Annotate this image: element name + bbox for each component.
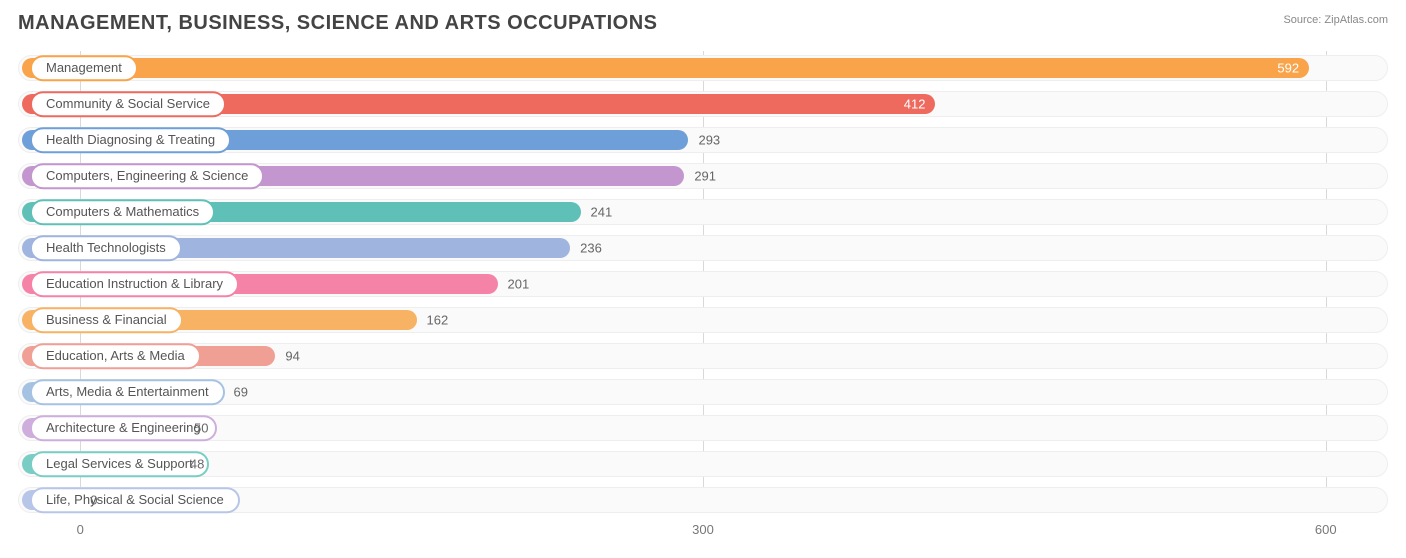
category-label: Health Diagnosing & Treating bbox=[30, 127, 231, 153]
bar-row: Management 592 bbox=[18, 53, 1388, 83]
category-label: Education, Arts & Media bbox=[30, 343, 201, 369]
chart-area: Management 592 Community & Social Service 4… bbox=[18, 51, 1388, 541]
category-label: Arts, Media & Entertainment bbox=[30, 379, 225, 405]
x-tick-label: 0 bbox=[77, 522, 84, 537]
bar-row: Health Technologists 236 bbox=[18, 233, 1388, 263]
category-label: Life, Physical & Social Science bbox=[30, 487, 240, 513]
category-label: Legal Services & Support bbox=[30, 451, 209, 477]
chart-rows: Management 592 Community & Social Service 4… bbox=[18, 51, 1388, 515]
chart-title: MANAGEMENT, BUSINESS, SCIENCE AND ARTS O… bbox=[0, 0, 1406, 45]
category-label: Health Technologists bbox=[30, 235, 182, 261]
x-tick-label: 300 bbox=[692, 522, 714, 537]
category-label: Community & Social Service bbox=[30, 91, 226, 117]
category-label: Architecture & Engineering bbox=[30, 415, 217, 441]
bar-row: Health Diagnosing & Treating 293 bbox=[18, 125, 1388, 155]
category-label: Management bbox=[30, 55, 138, 81]
source-label: Source: bbox=[1283, 14, 1321, 26]
bar-row: Legal Services & Support48 bbox=[18, 449, 1388, 479]
bar-row: Arts, Media & Entertainment 69 bbox=[18, 377, 1388, 407]
bar-row: Architecture & Engineering50 bbox=[18, 413, 1388, 443]
value-label: 291 bbox=[694, 169, 716, 184]
source-attribution: Source: ZipAtlas.com bbox=[1283, 14, 1388, 26]
category-label: Computers, Engineering & Science bbox=[30, 163, 264, 189]
value-label: 48 bbox=[190, 457, 204, 472]
category-label: Business & Financial bbox=[30, 307, 183, 333]
category-label: Education Instruction & Library bbox=[30, 271, 239, 297]
bar-row: Community & Social Service 412 bbox=[18, 89, 1388, 119]
bar-row: Business & Financial 162 bbox=[18, 305, 1388, 335]
value-label: 592 bbox=[1277, 61, 1299, 76]
bar-row: Life, Physical & Social Science0 bbox=[18, 485, 1388, 515]
value-label: 201 bbox=[508, 277, 530, 292]
bar-row: Computers, Engineering & Science 291 bbox=[18, 161, 1388, 191]
value-label: 412 bbox=[904, 97, 926, 112]
value-label: 50 bbox=[194, 421, 208, 436]
chart-plot: Management 592 Community & Social Service 4… bbox=[18, 51, 1388, 513]
value-label: 0 bbox=[90, 493, 97, 508]
category-label: Computers & Mathematics bbox=[30, 199, 215, 225]
bar-track bbox=[18, 451, 1388, 477]
value-label: 162 bbox=[427, 313, 449, 328]
bar-row: Education, Arts & Media 94 bbox=[18, 341, 1388, 371]
value-label: 69 bbox=[234, 385, 248, 400]
x-axis: 0 300 600 bbox=[18, 519, 1388, 541]
bar bbox=[22, 58, 1309, 78]
value-label: 241 bbox=[591, 205, 613, 220]
bar-row: Computers & Mathematics 241 bbox=[18, 197, 1388, 227]
bar-row: Education Instruction & Library 201 bbox=[18, 269, 1388, 299]
value-label: 293 bbox=[698, 133, 720, 148]
value-label: 236 bbox=[580, 241, 602, 256]
value-label: 94 bbox=[285, 349, 299, 364]
bar-track bbox=[18, 415, 1388, 441]
x-tick-label: 600 bbox=[1315, 522, 1337, 537]
source-site: ZipAtlas.com bbox=[1324, 14, 1388, 26]
